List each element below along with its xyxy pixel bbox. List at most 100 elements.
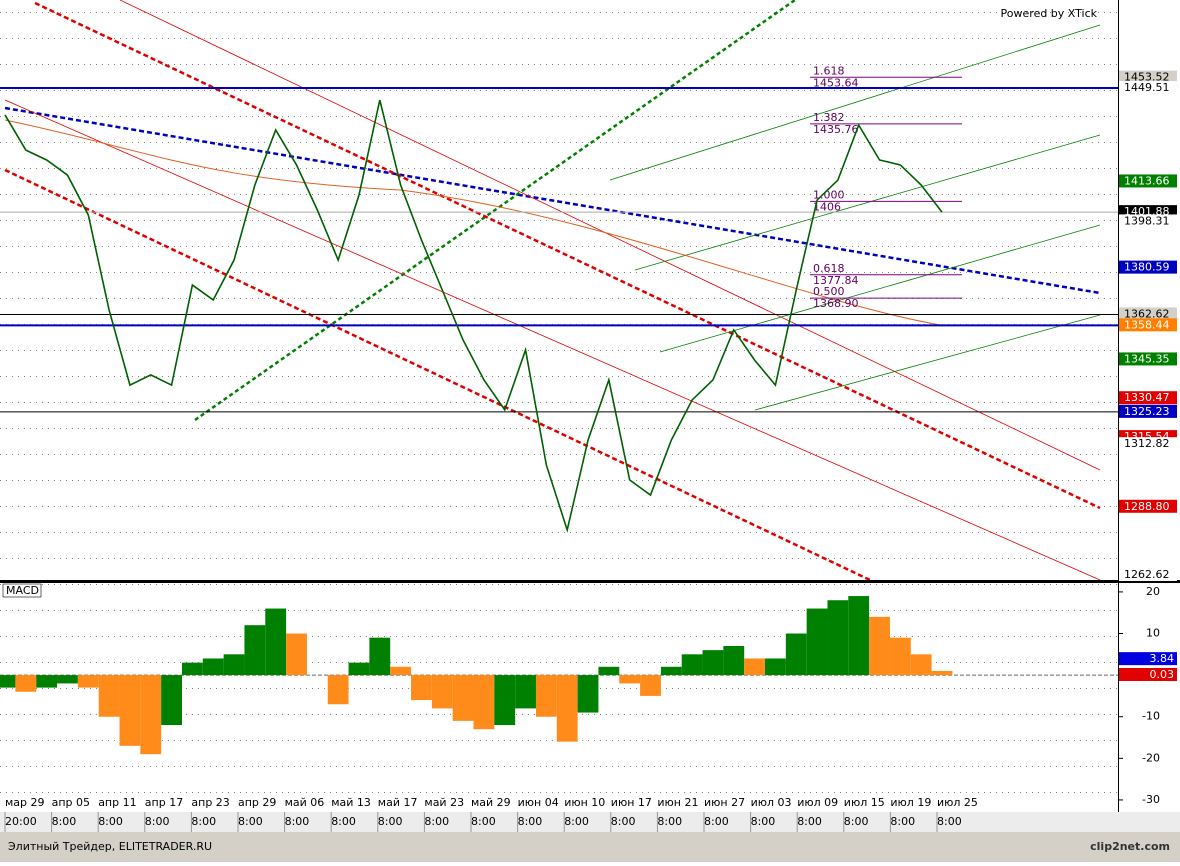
time-label: 8:00 bbox=[937, 815, 962, 828]
logo: clip2net.com bbox=[1090, 840, 1170, 853]
fib-value: 1435.76 bbox=[813, 123, 859, 136]
price-label: 1345.35 bbox=[1124, 352, 1170, 365]
macd-bar bbox=[640, 675, 661, 696]
price-label: 1288.80 bbox=[1124, 500, 1170, 513]
macd-bar bbox=[681, 654, 703, 676]
trend-line bbox=[4, 106, 1101, 295]
macd-bar bbox=[202, 658, 224, 676]
price-line bbox=[4, 99, 943, 533]
footer-text: Элитный Трейдер, ELITETRADER.RU bbox=[8, 840, 212, 853]
time-label: 8:00 bbox=[378, 815, 403, 828]
y-tick-label: -10 bbox=[1142, 710, 1160, 723]
time-label: 8:00 bbox=[285, 815, 310, 828]
x-tick-label: июл 09 bbox=[797, 796, 838, 809]
time-label: 8:00 bbox=[191, 815, 216, 828]
time-label: 8:00 bbox=[704, 815, 729, 828]
time-label: 8:00 bbox=[424, 815, 449, 828]
x-tick-label: июл 25 bbox=[937, 796, 978, 809]
x-tick-label: май 29 bbox=[471, 796, 511, 809]
y-tick-label: 10 bbox=[1146, 627, 1160, 640]
y-tick-label: 20 bbox=[1146, 585, 1160, 598]
fib-value: 1453.64 bbox=[813, 76, 859, 89]
macd-bar bbox=[57, 675, 78, 684]
x-tick-label: май 13 bbox=[331, 796, 371, 809]
time-label: 8:00 bbox=[844, 815, 869, 828]
fib-ratio: 1.382 bbox=[813, 111, 845, 124]
trend-line bbox=[194, 0, 796, 422]
time-band bbox=[0, 812, 1180, 832]
price-label-box bbox=[1119, 352, 1177, 366]
macd-bar bbox=[431, 675, 453, 709]
time-label: 8:00 bbox=[98, 815, 123, 828]
macd-bar bbox=[140, 675, 162, 755]
macd-bar bbox=[869, 616, 890, 676]
time-label: 8:00 bbox=[518, 815, 543, 828]
x-tick-label: июн 17 bbox=[611, 796, 652, 809]
time-label: 8:00 bbox=[564, 815, 589, 828]
price-label: 1362.62 bbox=[1124, 307, 1170, 320]
time-label: 20:00 bbox=[5, 815, 37, 828]
macd-bar bbox=[77, 675, 99, 688]
fib-value: 1368.90 bbox=[813, 297, 859, 310]
time-label: 8:00 bbox=[657, 815, 682, 828]
macd-bar bbox=[806, 608, 828, 676]
price-label: 1330.47 bbox=[1124, 391, 1170, 404]
fib-ratio: 1.618 bbox=[813, 64, 845, 77]
macd-bar bbox=[494, 675, 516, 726]
price-label-box bbox=[1119, 70, 1177, 84]
macd-bar bbox=[327, 675, 349, 705]
trend-line bbox=[4, 99, 1101, 581]
macd-marker-label: 0.03 bbox=[1150, 668, 1175, 681]
macd-bar bbox=[848, 596, 870, 676]
x-tick-label: май 06 bbox=[285, 796, 325, 809]
macd-bar bbox=[15, 675, 37, 692]
price-grid bbox=[0, 0, 1118, 580]
price-label: 1453.52 bbox=[1124, 71, 1170, 84]
macd-bar bbox=[161, 675, 182, 726]
y-tick-label: -30 bbox=[1142, 793, 1160, 806]
time-label: 8:00 bbox=[52, 815, 77, 828]
price-label: 1413.66 bbox=[1124, 174, 1170, 187]
macd-bar bbox=[598, 666, 620, 676]
price-label-box bbox=[1119, 174, 1177, 188]
price-label-box bbox=[1119, 260, 1177, 274]
fib-ratio: 1.000 bbox=[813, 188, 845, 201]
macd-bar bbox=[619, 675, 641, 684]
price-label-box bbox=[1119, 391, 1177, 405]
macd-bar bbox=[473, 675, 495, 730]
trend-line bbox=[634, 134, 1101, 271]
macd-bar bbox=[390, 666, 412, 676]
time-label: 8:00 bbox=[145, 815, 170, 828]
price-label: 1380.59 bbox=[1124, 261, 1170, 274]
macd-bar bbox=[348, 662, 370, 676]
macd-title-box bbox=[2, 583, 42, 598]
trend-line bbox=[119, 0, 1101, 471]
macd-bar bbox=[452, 675, 474, 721]
price-label: 1312.82 bbox=[1124, 437, 1170, 450]
price-label-box bbox=[1119, 81, 1177, 95]
price-label-box bbox=[1119, 567, 1177, 581]
price-label: 1262.62 bbox=[1124, 568, 1170, 581]
trend-line bbox=[754, 314, 1101, 411]
panel-divider bbox=[0, 580, 1180, 583]
time-label: 8:00 bbox=[751, 815, 776, 828]
price-label-box bbox=[1119, 307, 1177, 321]
macd-bar bbox=[785, 633, 807, 676]
price-label: 1358.44 bbox=[1124, 318, 1170, 331]
price-label-box bbox=[1119, 318, 1177, 332]
macd-marker-box bbox=[1119, 652, 1177, 666]
macd-bar bbox=[0, 675, 16, 688]
x-tick-label: апр 29 bbox=[238, 796, 276, 809]
macd-bar bbox=[931, 670, 953, 676]
macd-title: MACD bbox=[6, 584, 39, 597]
x-tick-label: май 17 bbox=[378, 796, 418, 809]
macd-bar bbox=[223, 654, 245, 676]
price-label: 1449.51 bbox=[1124, 81, 1170, 94]
x-tick-label: июл 19 bbox=[890, 796, 931, 809]
price-label-box bbox=[1119, 404, 1177, 418]
moving-average bbox=[4, 119, 941, 326]
x-tick-label: июл 15 bbox=[844, 796, 885, 809]
price-label: 1398.31 bbox=[1124, 214, 1170, 227]
macd-bar bbox=[286, 633, 307, 676]
